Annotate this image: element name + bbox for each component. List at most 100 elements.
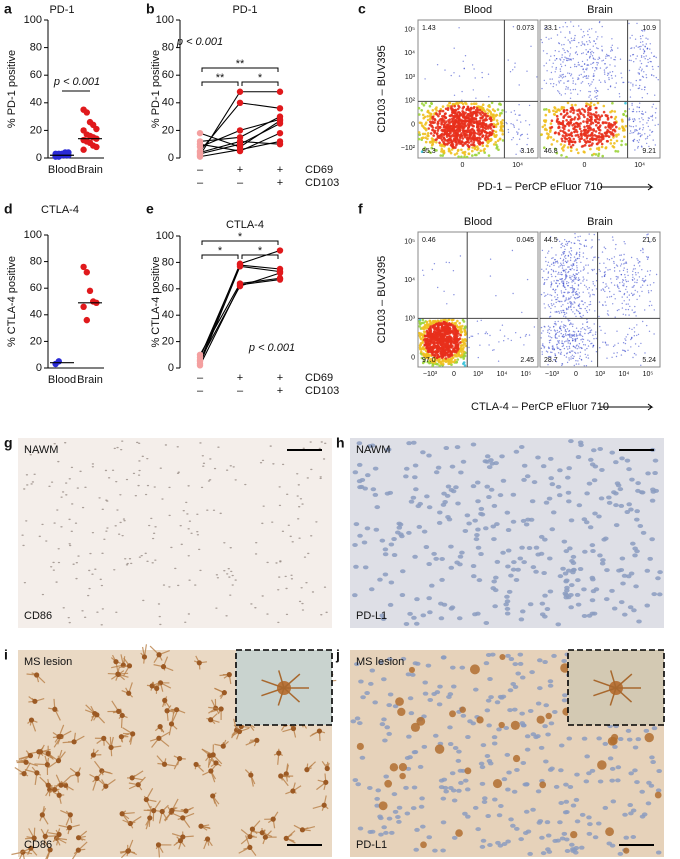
cell [290, 578, 294, 580]
event-dot [645, 55, 647, 57]
event-dot [605, 139, 609, 143]
event-dot [520, 134, 522, 136]
event-dot [590, 136, 594, 140]
event-dot [569, 259, 572, 261]
event-dot [610, 115, 613, 119]
cell [310, 535, 313, 537]
event-dot [570, 242, 573, 244]
event-dot [564, 248, 566, 251]
event-dot [561, 363, 563, 365]
event-dot [559, 273, 561, 275]
event-dot [589, 301, 592, 303]
event-dot [541, 268, 543, 270]
cell [320, 441, 323, 443]
cell [103, 538, 106, 540]
y-tick-label: 0 [168, 362, 174, 374]
x-tick-label: – [197, 385, 204, 397]
event-dot [570, 302, 573, 304]
event-dot [573, 269, 575, 271]
event-dot [625, 280, 628, 283]
nucleus [475, 527, 481, 532]
event-dot [573, 296, 576, 299]
event-dot [610, 74, 613, 77]
nucleus [544, 607, 551, 612]
cell [284, 575, 287, 578]
event-dot [458, 139, 462, 142]
data-point [276, 269, 284, 277]
event-dot [569, 97, 572, 100]
event-dot [632, 140, 635, 143]
cell [113, 569, 116, 571]
event-dot [572, 338, 574, 340]
cell [101, 552, 104, 555]
event-dot [540, 133, 543, 136]
event-dot [507, 338, 509, 340]
event-dot [557, 297, 559, 299]
stained-cell [103, 783, 109, 789]
event-dot [607, 269, 609, 271]
event-dot [633, 284, 635, 287]
event-dot [627, 349, 629, 351]
cell [79, 470, 82, 473]
event-dot [606, 258, 609, 260]
significance-label: * [238, 231, 243, 243]
event-dot [601, 251, 604, 253]
event-dot [591, 268, 593, 271]
cell [186, 513, 189, 515]
event-dot [567, 285, 569, 287]
event-dot [628, 69, 631, 72]
event-dot [476, 145, 479, 148]
nucleus [533, 545, 540, 550]
event-dot [564, 341, 566, 343]
event-dot [613, 293, 615, 296]
event-dot [574, 103, 577, 107]
event-dot [565, 108, 569, 112]
cell [154, 559, 157, 561]
event-dot [578, 248, 581, 250]
event-dot [483, 151, 487, 154]
event-dot [586, 59, 589, 61]
event-dot [462, 60, 464, 62]
event-dot [598, 268, 600, 271]
event-dot [562, 110, 566, 114]
nucleus [505, 528, 512, 533]
event-dot [541, 353, 543, 355]
event-dot [571, 140, 574, 144]
event-dot [569, 66, 572, 69]
nucleus [548, 476, 555, 481]
event-dot [566, 59, 568, 62]
event-dot [587, 332, 589, 335]
event-dot [510, 339, 512, 342]
event-dot [447, 141, 451, 145]
event-dot [655, 76, 657, 79]
event-dot [589, 327, 591, 329]
cell [134, 495, 138, 497]
event-dot [572, 289, 574, 291]
nucleus [556, 493, 563, 498]
event-dot [436, 132, 439, 135]
event-dot [423, 115, 427, 119]
event-dot [616, 278, 618, 280]
event-dot [654, 124, 656, 127]
quadrant-percent: 5.24 [642, 357, 656, 364]
event-dot [634, 305, 636, 308]
event-dot [574, 340, 576, 342]
event-dot [421, 318, 425, 322]
nucleus [566, 499, 572, 504]
nucleus [489, 461, 496, 466]
event-dot [431, 359, 434, 363]
event-dot [463, 364, 467, 367]
event-dot [577, 61, 580, 64]
event-dot [646, 284, 649, 286]
event-dot [645, 65, 648, 67]
event-dot [568, 72, 571, 75]
event-dot [564, 271, 567, 273]
nucleus [486, 495, 492, 500]
stained-cell [90, 752, 97, 758]
event-dot [563, 324, 565, 326]
event-dot [655, 56, 657, 59]
event-dot [452, 117, 455, 121]
event-dot [572, 80, 574, 82]
event-dot [639, 35, 642, 38]
event-dot [638, 46, 641, 48]
